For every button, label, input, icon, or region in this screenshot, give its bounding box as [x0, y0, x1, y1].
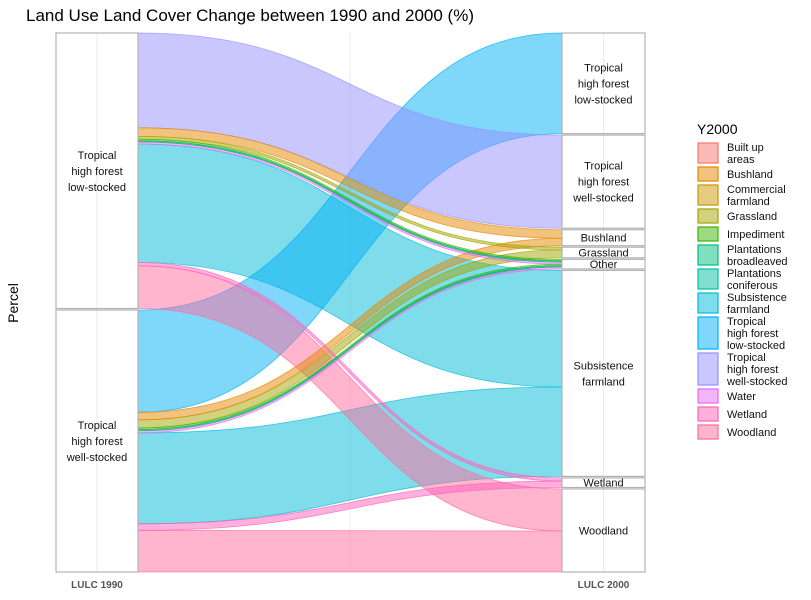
stratum-label-right-grassland: Grassland: [578, 248, 628, 260]
legend-label-comm: Commercial: [727, 184, 786, 196]
stratum-label-right-bushland: Bushland: [581, 233, 627, 245]
stratum-label-right-tropical-high-forest-low-stocked: low-stocked: [574, 94, 632, 106]
stratum-right-grassland: [561, 246, 646, 259]
legend-label-subs: farmland: [727, 304, 770, 316]
legend-label-imped: Impediment: [727, 229, 784, 241]
stratum-right-woodland: [561, 488, 646, 573]
stratum-label-right-tropical-high-forest-well-stocked: high forest: [578, 177, 629, 189]
stratum-right-other: [561, 258, 646, 270]
legend-label-thfw: well-stocked: [726, 376, 788, 388]
legend-label-thfl: Tropical: [727, 316, 766, 328]
flow-tropical-high-forest-well-stocked-to-woodland-wood: [137, 529, 563, 573]
legend-label-thfw: Tropical: [727, 352, 766, 364]
y-axis-title: Percel: [5, 283, 21, 323]
stratum-label-right-subsistence-farmland: Subsistence: [574, 360, 634, 372]
legend-label-water: Water: [727, 391, 756, 403]
legend-swatch-water: [697, 388, 719, 404]
legend-swatch-plco: [697, 268, 719, 290]
legend-label-plbr: Plantations: [727, 244, 782, 256]
legend-label-wood: Woodland: [727, 427, 776, 439]
stratum-right-tropical-high-forest-low-stocked: [561, 32, 646, 135]
legend: Y2000 Built upareasBushlandCommercialfar…: [697, 121, 788, 440]
legend-label-plco: Plantations: [727, 268, 782, 280]
stratum-label-left-tropical-high-forest-low-stocked: low-stocked: [68, 182, 126, 194]
legend-label-built: Built up: [727, 142, 764, 154]
stratum-label-right-other: Other: [590, 259, 618, 271]
legend-label-grass: Grassland: [727, 211, 777, 223]
strata-layer: Tropical high forest low-stocked Tropical hi…: [55, 32, 646, 573]
legend-label-plbr: broadleaved: [727, 256, 788, 268]
legend-label-thfw: high forest: [727, 364, 778, 376]
x-axis-tick-label: LULC 2000: [578, 580, 630, 591]
flows-layer: [137, 32, 563, 573]
stratum-right-subsistence-farmland: [561, 269, 646, 477]
legend-swatch-imped: [697, 226, 719, 242]
legend-swatch-subs: [697, 292, 719, 314]
stratum-right-tropical-high-forest-well-stocked: [561, 134, 646, 229]
legend-label-plco: coniferous: [727, 280, 778, 292]
legend-swatch-wood: [697, 424, 719, 440]
legend-swatch-wet: [697, 406, 719, 422]
stratum-label-right-tropical-high-forest-well-stocked: Tropical: [584, 161, 623, 173]
legend-label-built: areas: [727, 154, 755, 166]
chart-title: Land Use Land Cover Change between 1990 …: [26, 6, 474, 25]
stratum-label-right-woodland: Woodland: [579, 525, 628, 537]
stratum-label-right-tropical-high-forest-low-stocked: Tropical: [584, 62, 623, 74]
stratum-label-left-tropical-high-forest-low-stocked: high forest: [71, 166, 122, 178]
stratum-label-left-tropical-high-forest-low-stocked: Tropical: [78, 150, 117, 162]
legend-swatch-plbr: [697, 244, 719, 266]
stratum-label-left-tropical-high-forest-well-stocked: high forest: [71, 436, 122, 448]
legend-swatch-built: [697, 142, 719, 164]
legend-swatch-bush: [697, 166, 719, 182]
legend-title: Y2000: [697, 121, 738, 137]
legend-label-bush: Bushland: [727, 169, 773, 181]
legend-label-comm: farmland: [727, 196, 770, 208]
legend-label-thfl: high forest: [727, 328, 778, 340]
legend-label-wet: Wetland: [727, 409, 767, 421]
legend-swatch-comm: [697, 184, 719, 206]
stratum-label-left-tropical-high-forest-well-stocked: Tropical: [78, 420, 117, 432]
legend-swatch-thfl: [697, 316, 719, 350]
stratum-label-right-tropical-high-forest-well-stocked: well-stocked: [572, 193, 634, 205]
legend-swatch-grass: [697, 208, 719, 224]
legend-label-subs: Subsistence: [727, 292, 787, 304]
stratum-label-right-wetland: Wetland: [583, 478, 623, 490]
x-axis-tick-label: LULC 1990: [71, 580, 123, 591]
legend-label-thfl: low-stocked: [727, 340, 785, 352]
legend-swatch-thfw: [697, 352, 719, 386]
stratum-label-left-tropical-high-forest-well-stocked: well-stocked: [66, 452, 128, 464]
x-axis: LULC 1990 LULC 2000: [71, 580, 630, 591]
stratum-left-tropical-high-forest-well-stocked: [55, 309, 139, 573]
stratum-right-bushland: [561, 229, 646, 247]
stratum-label-right-subsistence-farmland: farmland: [582, 376, 625, 388]
stratum-label-right-tropical-high-forest-low-stocked: high forest: [578, 78, 629, 90]
stratum-right-wetland: [561, 477, 646, 489]
stratum-left-tropical-high-forest-low-stocked: [55, 32, 139, 310]
